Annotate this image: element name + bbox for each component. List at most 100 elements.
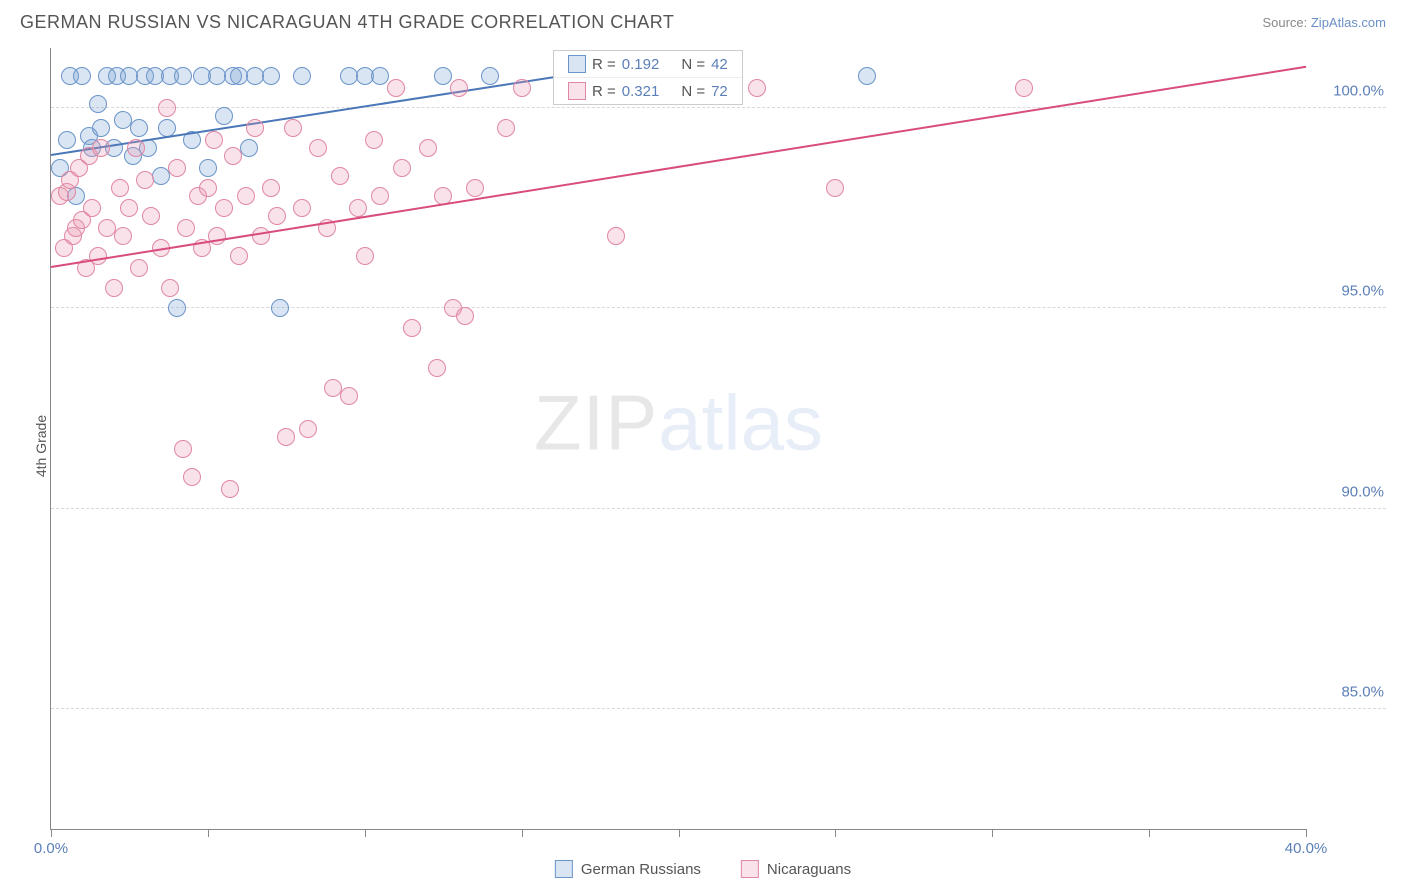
data-point — [183, 468, 201, 486]
source-prefix: Source: — [1262, 15, 1310, 30]
data-point — [221, 480, 239, 498]
stats-legend-row: R = 0.192N = 42 — [554, 51, 742, 78]
data-point — [387, 79, 405, 97]
gridline — [51, 307, 1386, 308]
plot-wrapper: ZIPatlas 85.0%90.0%95.0%100.0%0.0%40.0%R… — [50, 48, 1386, 830]
x-tick — [522, 829, 523, 837]
data-point — [240, 139, 258, 157]
gridline — [51, 508, 1386, 509]
data-point — [208, 227, 226, 245]
n-label: N = — [681, 83, 705, 100]
data-point — [262, 179, 280, 197]
r-value: 0.192 — [622, 56, 660, 73]
data-point — [450, 79, 468, 97]
bottom-legend: German Russians Nicaraguans — [555, 860, 851, 878]
gridline — [51, 708, 1386, 709]
r-label: R = — [592, 56, 616, 73]
y-tick-label: 100.0% — [1314, 83, 1384, 100]
data-point — [127, 139, 145, 157]
x-tick — [679, 829, 680, 837]
data-point — [293, 199, 311, 217]
data-point — [89, 247, 107, 265]
data-point — [299, 420, 317, 438]
data-point — [161, 279, 179, 297]
data-point — [403, 319, 421, 337]
data-point — [114, 227, 132, 245]
data-point — [168, 299, 186, 317]
x-tick-label: 0.0% — [34, 840, 68, 857]
data-point — [73, 67, 91, 85]
data-point — [177, 219, 195, 237]
data-point — [393, 159, 411, 177]
data-point — [271, 299, 289, 317]
r-label: R = — [592, 83, 616, 100]
swatch-icon — [568, 82, 586, 100]
data-point — [607, 227, 625, 245]
data-point — [174, 67, 192, 85]
y-tick-label: 85.0% — [1314, 683, 1384, 700]
data-point — [199, 159, 217, 177]
source-attribution: Source: ZipAtlas.com — [1262, 15, 1386, 30]
watermark-atlas: atlas — [658, 378, 823, 466]
data-point — [340, 387, 358, 405]
data-point — [428, 359, 446, 377]
data-point — [826, 179, 844, 197]
data-point — [497, 119, 515, 137]
stats-legend-row: R = 0.321 N = 72 — [554, 78, 742, 104]
data-point — [130, 119, 148, 137]
data-point — [371, 67, 389, 85]
legend-item-german-russians: German Russians — [555, 860, 701, 878]
data-point — [1015, 79, 1033, 97]
data-point — [365, 131, 383, 149]
data-point — [309, 139, 327, 157]
data-point — [105, 279, 123, 297]
y-tick-label: 95.0% — [1314, 283, 1384, 300]
r-value: 0.321 — [622, 83, 660, 100]
legend-label: German Russians — [581, 861, 701, 878]
data-point — [130, 259, 148, 277]
data-point — [89, 95, 107, 113]
data-point — [277, 428, 295, 446]
data-point — [246, 119, 264, 137]
gridline — [51, 107, 1386, 108]
source-link[interactable]: ZipAtlas.com — [1311, 15, 1386, 30]
data-point — [858, 67, 876, 85]
n-value: 42 — [711, 56, 728, 73]
data-point — [434, 67, 452, 85]
data-point — [331, 167, 349, 185]
data-point — [268, 207, 286, 225]
data-point — [284, 119, 302, 137]
legend-label: Nicaraguans — [767, 861, 851, 878]
data-point — [215, 199, 233, 217]
plot-area: ZIPatlas 85.0%90.0%95.0%100.0%0.0%40.0%R… — [50, 48, 1306, 830]
data-point — [224, 147, 242, 165]
data-point — [158, 99, 176, 117]
chart-header: GERMAN RUSSIAN VS NICARAGUAN 4TH GRADE C… — [0, 0, 1406, 41]
x-tick — [51, 829, 52, 837]
n-value: 72 — [711, 83, 728, 100]
data-point — [356, 247, 374, 265]
data-point — [120, 199, 138, 217]
data-point — [252, 227, 270, 245]
x-tick — [365, 829, 366, 837]
data-point — [111, 179, 129, 197]
data-point — [168, 159, 186, 177]
y-tick-label: 90.0% — [1314, 483, 1384, 500]
data-point — [419, 139, 437, 157]
data-point — [349, 199, 367, 217]
x-tick — [835, 829, 836, 837]
watermark-zip: ZIP — [534, 378, 658, 466]
data-point — [199, 179, 217, 197]
swatch-icon — [741, 860, 759, 878]
data-point — [205, 131, 223, 149]
data-point — [466, 179, 484, 197]
swatch-icon — [555, 860, 573, 878]
chart-title: GERMAN RUSSIAN VS NICARAGUAN 4TH GRADE C… — [20, 12, 674, 33]
data-point — [456, 307, 474, 325]
data-point — [513, 79, 531, 97]
data-point — [748, 79, 766, 97]
x-tick-label: 40.0% — [1285, 840, 1328, 857]
swatch-icon — [568, 55, 586, 73]
watermark: ZIPatlas — [534, 377, 823, 468]
data-point — [215, 107, 233, 125]
